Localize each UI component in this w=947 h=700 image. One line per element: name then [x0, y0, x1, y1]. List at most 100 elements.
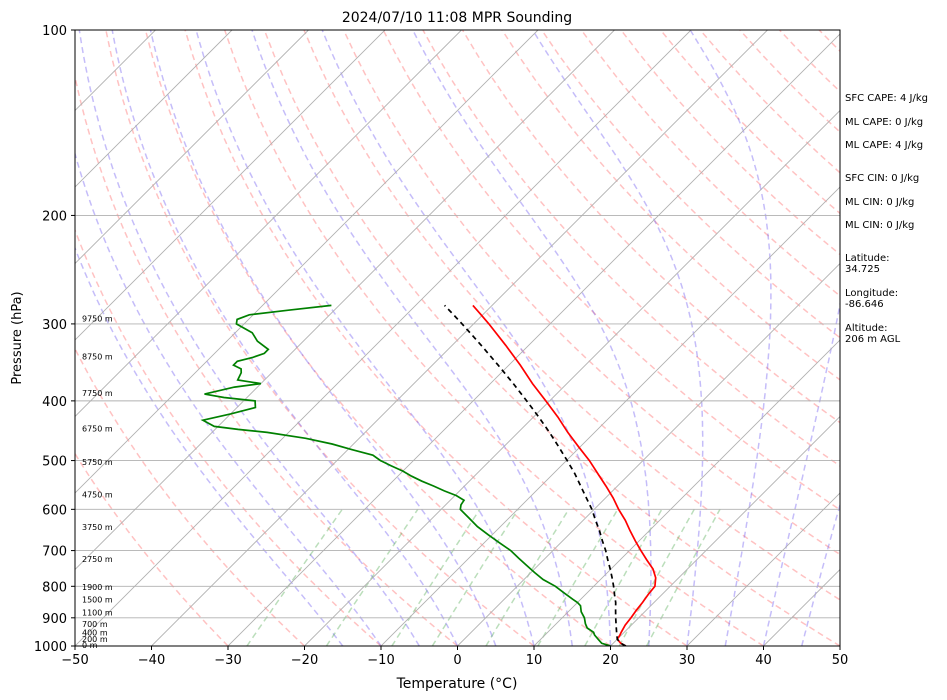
height-label: 400 m: [82, 629, 108, 638]
y-tick-label: 300: [42, 318, 67, 333]
dry-adiabat: [75, 452, 229, 646]
x-tick-label: 0: [453, 653, 461, 668]
sfc-cin-text: SFC CIN: 0 J/kg: [845, 173, 920, 184]
background-lines: [75, 30, 947, 646]
series-dewpoint-line: [200, 304, 611, 646]
isotherm: [75, 30, 539, 494]
y-tick-label: 900: [42, 612, 67, 627]
dry-adiabat: [382, 30, 840, 511]
ml-cin-text-2: ML CIN: 0 J/kg: [845, 220, 915, 231]
mixing-ratio-line: [485, 508, 570, 646]
dry-adiabat: [580, 30, 840, 297]
x-tick-label: −20: [291, 653, 318, 668]
isotherm: [380, 186, 840, 646]
moist-adiabat: [75, 246, 344, 646]
x-tick-label: −30: [214, 653, 241, 668]
mixing-ratio-line: [431, 508, 519, 646]
isotherm: [686, 492, 840, 646]
isotherm: [151, 30, 768, 646]
dry-adiabat: [105, 30, 535, 646]
moist-adiabat: [762, 300, 840, 646]
dry-adiabat: [223, 30, 764, 646]
isotherm: [304, 109, 840, 646]
isotherm: [610, 415, 840, 646]
isotherm: [75, 30, 309, 265]
altitude-text: Altitude: 206 m AGL: [845, 323, 901, 345]
moist-adiabat: [412, 30, 652, 646]
height-label: 6750 m: [82, 424, 113, 433]
sfc-cape-text: SFC CAPE: 4 J/kg: [845, 93, 928, 104]
ml-cape-text: ML CAPE: 0 J/kg: [845, 117, 924, 128]
x-tick-label: −50: [61, 653, 88, 668]
isotherm: [75, 30, 462, 418]
series-temperature-line: [472, 304, 657, 646]
dry-adiabat: [303, 30, 840, 601]
series-lines: [200, 304, 657, 646]
moist-adiabat: [801, 502, 840, 646]
longitude-text: Longitude: -86.646: [845, 288, 899, 310]
mixing-ratio-line: [537, 508, 619, 646]
moist-adiabat: [78, 30, 420, 646]
x-tick-label: 10: [526, 653, 543, 668]
height-label: 5750 m: [82, 458, 113, 467]
height-label: 2750 m: [82, 555, 113, 564]
latitude-text: Latitude: 34.725: [845, 253, 890, 275]
y-tick-label: 800: [42, 580, 67, 595]
x-tick-label: 30: [679, 653, 696, 668]
dry-adiabat: [938, 30, 947, 646]
moist-adiabat: [75, 151, 382, 646]
dry-adiabat: [342, 30, 840, 556]
y-axis-label: Pressure (hPa): [10, 291, 25, 384]
x-tick-label: 50: [832, 653, 849, 668]
isotherm: [457, 262, 840, 646]
height-label: 4750 m: [82, 491, 113, 500]
dry-adiabat: [75, 347, 306, 646]
mixing-ratio-line: [246, 508, 343, 646]
dry-adiabat: [75, 228, 382, 646]
y-tick-label: 500: [42, 455, 67, 470]
height-label: 7750 m: [82, 389, 113, 398]
moist-adiabat: [689, 30, 772, 646]
ml-cin-text: ML CIN: 0 J/kg: [845, 197, 915, 208]
dry-adiabat: [184, 30, 688, 646]
height-label: 8750 m: [82, 352, 113, 361]
height-label: 1500 m: [82, 595, 113, 604]
dry-adiabat: [144, 30, 611, 646]
y-tick-label: 400: [42, 395, 67, 410]
height-label: 200 m: [82, 635, 108, 644]
isotherm: [75, 30, 615, 571]
mixing-ratio-line: [645, 508, 721, 646]
dry-adiabat: [75, 73, 458, 646]
plot-frame: [74, 29, 841, 647]
x-tick-label: 20: [602, 653, 619, 668]
moist-adiabat: [321, 30, 612, 646]
chart-title: 2024/07/10 11:08 MPR Sounding: [342, 10, 572, 26]
y-tick-label: 100: [42, 24, 67, 39]
y-tick-label: 700: [42, 545, 67, 560]
moist-adiabat: [532, 30, 704, 646]
x-axis-label: Temperature (°C): [396, 676, 518, 692]
y-axis-ticks: 1000 900 800 700 600 500 400 300 200 100: [34, 24, 75, 655]
isotherm: [75, 30, 386, 341]
ml-cape-text-2: ML CAPE: 4 J/kg: [845, 140, 924, 151]
height-label: 9750 m: [82, 314, 113, 323]
x-tick-label: −10: [367, 653, 394, 668]
moist-adiabat: [251, 30, 574, 646]
moist-adiabat: [195, 30, 535, 646]
height-label: 1100 m: [82, 608, 113, 617]
isotherm: [227, 33, 840, 646]
height-label: 1900 m: [82, 583, 113, 592]
x-tick-label: −40: [138, 653, 165, 668]
dry-adiabat: [263, 30, 840, 646]
x-axis-ticks: −50 −40 −30 −20 −10 0 10 20 30 40 50: [61, 646, 848, 668]
x-tick-label: 40: [755, 653, 772, 668]
moist-adiabat: [149, 30, 497, 646]
y-tick-label: 200: [42, 209, 67, 224]
y-tick-label: 600: [42, 503, 67, 518]
isotherm: [75, 30, 233, 188]
moist-adiabat: [111, 30, 459, 646]
height-label: 3750 m: [82, 523, 113, 532]
isotherm: [75, 30, 692, 646]
